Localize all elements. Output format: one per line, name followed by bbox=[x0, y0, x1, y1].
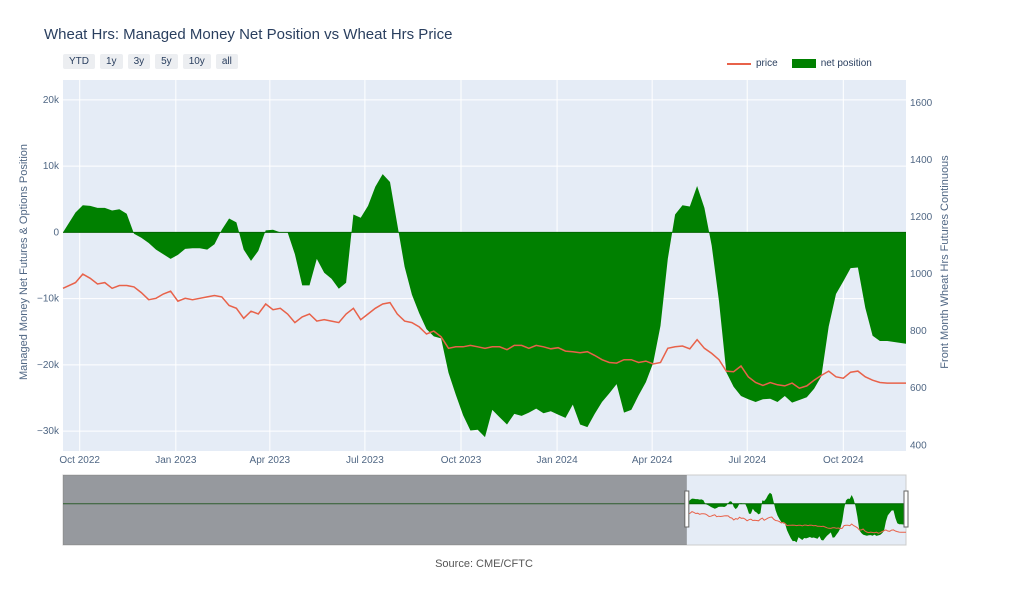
range-slider[interactable] bbox=[62, 474, 909, 546]
y-left-axis-ticks: 20k 10k 0 −10k −20k −30k bbox=[37, 95, 60, 437]
x-tick-label: Oct 2022 bbox=[59, 455, 100, 466]
legend: price net position bbox=[727, 58, 872, 69]
range-slider-price-line bbox=[686, 511, 906, 534]
legend-net-position-swatch[interactable] bbox=[791, 59, 816, 68]
range-button-ytd[interactable]: YTD bbox=[63, 54, 95, 69]
range-button-5y[interactable]: 5y bbox=[155, 54, 178, 69]
y-left-tick-label: −30k bbox=[37, 426, 60, 437]
range-slider-net-area bbox=[686, 492, 906, 543]
legend-price-label[interactable]: price bbox=[756, 58, 778, 69]
source-note: Source: CME/CFTC bbox=[435, 558, 533, 570]
price-line bbox=[62, 273, 906, 390]
range-selector: YTD 1y 3y 5y 10y all bbox=[63, 54, 238, 69]
x-tick-label: Jan 2023 bbox=[155, 455, 197, 466]
y-right-tick-label: 1200 bbox=[910, 212, 933, 223]
net-position-area bbox=[63, 174, 906, 438]
chart-title: Wheat Hrs: Managed Money Net Position vs… bbox=[44, 26, 453, 43]
range-slider-handle-left[interactable] bbox=[684, 490, 690, 528]
x-tick-label: Oct 2024 bbox=[823, 455, 864, 466]
range-button-10y[interactable]: 10y bbox=[182, 54, 211, 69]
x-tick-label: Jul 2024 bbox=[728, 455, 766, 466]
y-right-tick-label: 1600 bbox=[910, 98, 933, 109]
x-tick-label: Jan 2024 bbox=[537, 455, 579, 466]
y-left-tick-label: −20k bbox=[37, 360, 60, 371]
range-slider-mask bbox=[63, 475, 687, 545]
y-right-tick-label: 400 bbox=[910, 440, 927, 451]
y-left-axis-label: Managed Money Net Futures & Options Posi… bbox=[18, 144, 30, 380]
range-button-3y[interactable]: 3y bbox=[127, 54, 151, 69]
x-axis-ticks: Oct 2022 Jan 2023 Apr 2023 Jul 2023 Oct 2023… bbox=[59, 455, 864, 466]
y-right-tick-label: 1000 bbox=[910, 269, 933, 280]
range-button-all[interactable]: all bbox=[215, 54, 238, 69]
y-right-tick-label: 800 bbox=[910, 326, 927, 337]
x-tick-label: Oct 2023 bbox=[441, 455, 482, 466]
y-left-tick-label: 0 bbox=[53, 227, 59, 238]
range-button-1y[interactable]: 1y bbox=[100, 54, 123, 69]
legend-price-swatch[interactable] bbox=[727, 62, 751, 65]
legend-net-position-label[interactable]: net position bbox=[820, 58, 872, 69]
y-right-tick-label: 600 bbox=[910, 383, 927, 394]
y-right-axis-label: Front Month Wheat Hrs Futures Continuous bbox=[939, 155, 951, 369]
x-tick-label: Jul 2023 bbox=[346, 455, 384, 466]
y-right-axis-ticks: 1600 1400 1200 1000 800 600 400 bbox=[910, 98, 933, 451]
y-left-tick-label: 20k bbox=[43, 95, 60, 106]
y-right-tick-label: 1400 bbox=[910, 155, 933, 166]
x-tick-label: Apr 2024 bbox=[632, 455, 673, 466]
range-slider-handle-right[interactable] bbox=[903, 490, 909, 528]
y-left-tick-label: −10k bbox=[37, 294, 60, 305]
x-tick-label: Apr 2023 bbox=[250, 455, 291, 466]
y-left-tick-label: 10k bbox=[43, 161, 60, 172]
